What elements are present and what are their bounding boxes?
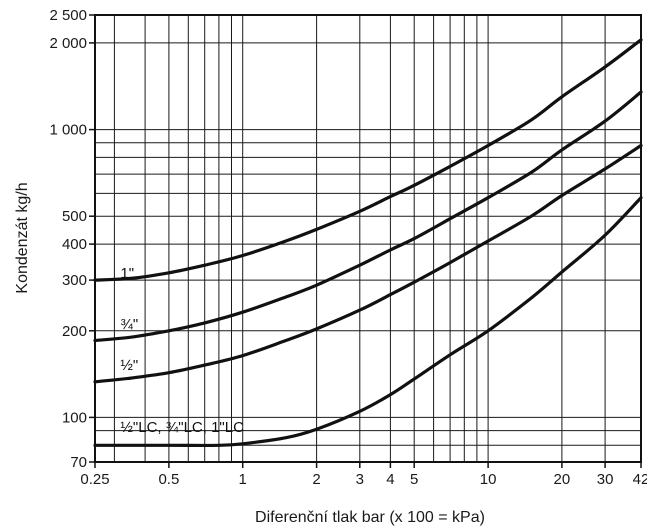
y-tick-label: 70 <box>70 454 87 471</box>
x-tick-label: 20 <box>554 471 571 488</box>
series-label-2: ¾" <box>120 316 138 333</box>
series-curve-2 <box>93 90 643 343</box>
y-tick-label: 500 <box>62 208 87 225</box>
series-curve-1 <box>93 38 643 282</box>
axis-ticks <box>89 14 642 468</box>
y-tick-label: 300 <box>62 272 87 289</box>
x-tick-labels: 0.25 0.5 1 2 3 4 5 10 20 30 42 <box>80 471 647 488</box>
x-tick-label: 4 <box>386 471 394 488</box>
x-axis-title: Diferenční tlak bar (x 100 = kPa) <box>255 509 485 526</box>
y-tick-label: 1 000 <box>49 122 87 139</box>
y-tick-label: 100 <box>62 409 87 426</box>
series-labels: 1" ¾" ½" ½"LC, ¾"LC, 1"LC <box>120 265 244 436</box>
x-tick-label: 1 <box>239 471 247 488</box>
x-tick-label: 0.25 <box>80 471 109 488</box>
series-label-4: ½"LC, ¾"LC, 1"LC <box>120 419 244 436</box>
series-curve-3 <box>93 143 643 384</box>
series-label-1: 1" <box>120 265 134 282</box>
y-tick-labels: 70 100 200 300 400 500 1 000 2 000 2 500 <box>49 7 87 471</box>
x-tick-label: 2 <box>312 471 320 488</box>
x-tick-label: 30 <box>597 471 614 488</box>
y-tick-label: 2 000 <box>49 35 87 52</box>
plot-frame <box>94 14 642 463</box>
y-tick-label: 2 500 <box>49 7 87 24</box>
grid-lines <box>95 14 642 463</box>
x-tick-label: 42 <box>633 471 647 488</box>
x-tick-label: 0.5 <box>158 471 179 488</box>
series-curve-4 <box>93 196 643 448</box>
series-label-3: ½" <box>120 357 138 374</box>
y-tick-label: 400 <box>62 236 87 253</box>
y-tick-label: 200 <box>62 323 87 340</box>
x-tick-label: 3 <box>356 471 364 488</box>
series-curves <box>93 38 643 448</box>
x-tick-label: 5 <box>410 471 418 488</box>
x-tick-label: 10 <box>480 471 497 488</box>
y-axis-title: Kondenzát kg/h <box>14 182 31 293</box>
